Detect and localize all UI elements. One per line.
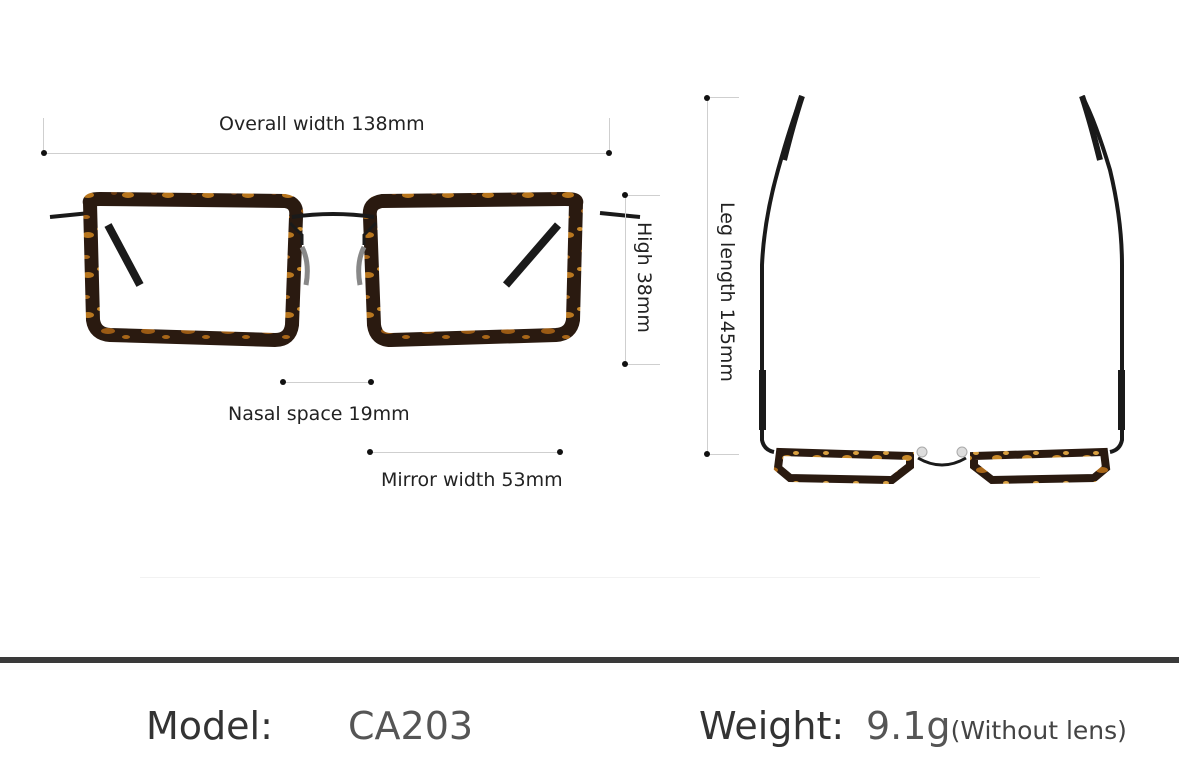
model-label: Model: xyxy=(146,704,273,748)
leg-length-label: Leg length 145mm xyxy=(716,202,738,382)
glasses-front-view xyxy=(49,191,641,348)
overall-width-tick-left xyxy=(43,118,44,154)
leg-length-dot-top xyxy=(704,95,710,101)
leg-length-tick-top xyxy=(707,97,739,98)
high-tick-bottom xyxy=(625,364,660,365)
overall-width-line xyxy=(44,153,610,154)
nasal-space-line xyxy=(283,382,371,383)
nasal-space-label: Nasal space 19mm xyxy=(228,403,410,425)
mirror-width-line xyxy=(370,452,560,453)
weight-value-group: 9.1g(Without lens) xyxy=(866,704,1127,748)
leg-length-line xyxy=(707,98,708,454)
nasal-space-dot-right xyxy=(368,379,374,385)
weight-label: Weight: xyxy=(699,704,845,748)
high-label: High 38mm xyxy=(633,222,655,333)
leg-length-tick-bottom xyxy=(707,454,739,455)
glasses-top-view xyxy=(759,95,1125,485)
model-value: CA203 xyxy=(348,704,474,748)
high-dot-bottom xyxy=(622,361,628,367)
faint-baseline xyxy=(140,577,1040,578)
overall-width-label: Overall width 138mm xyxy=(219,113,425,135)
high-dot-top xyxy=(622,192,628,198)
overall-width-dot-right xyxy=(606,150,612,156)
mirror-width-dot-left xyxy=(367,449,373,455)
high-tick-top xyxy=(625,195,660,196)
section-divider xyxy=(0,657,1179,663)
high-line xyxy=(625,196,626,364)
weight-note: (Without lens) xyxy=(950,716,1127,745)
leg-length-dot-bottom xyxy=(704,451,710,457)
mirror-width-label: Mirror width 53mm xyxy=(381,469,563,491)
overall-width-tick-right xyxy=(609,118,610,154)
overall-width-dot-left xyxy=(41,150,47,156)
nasal-space-dot-left xyxy=(280,379,286,385)
weight-value: 9.1g xyxy=(866,704,951,748)
mirror-width-dot-right xyxy=(557,449,563,455)
